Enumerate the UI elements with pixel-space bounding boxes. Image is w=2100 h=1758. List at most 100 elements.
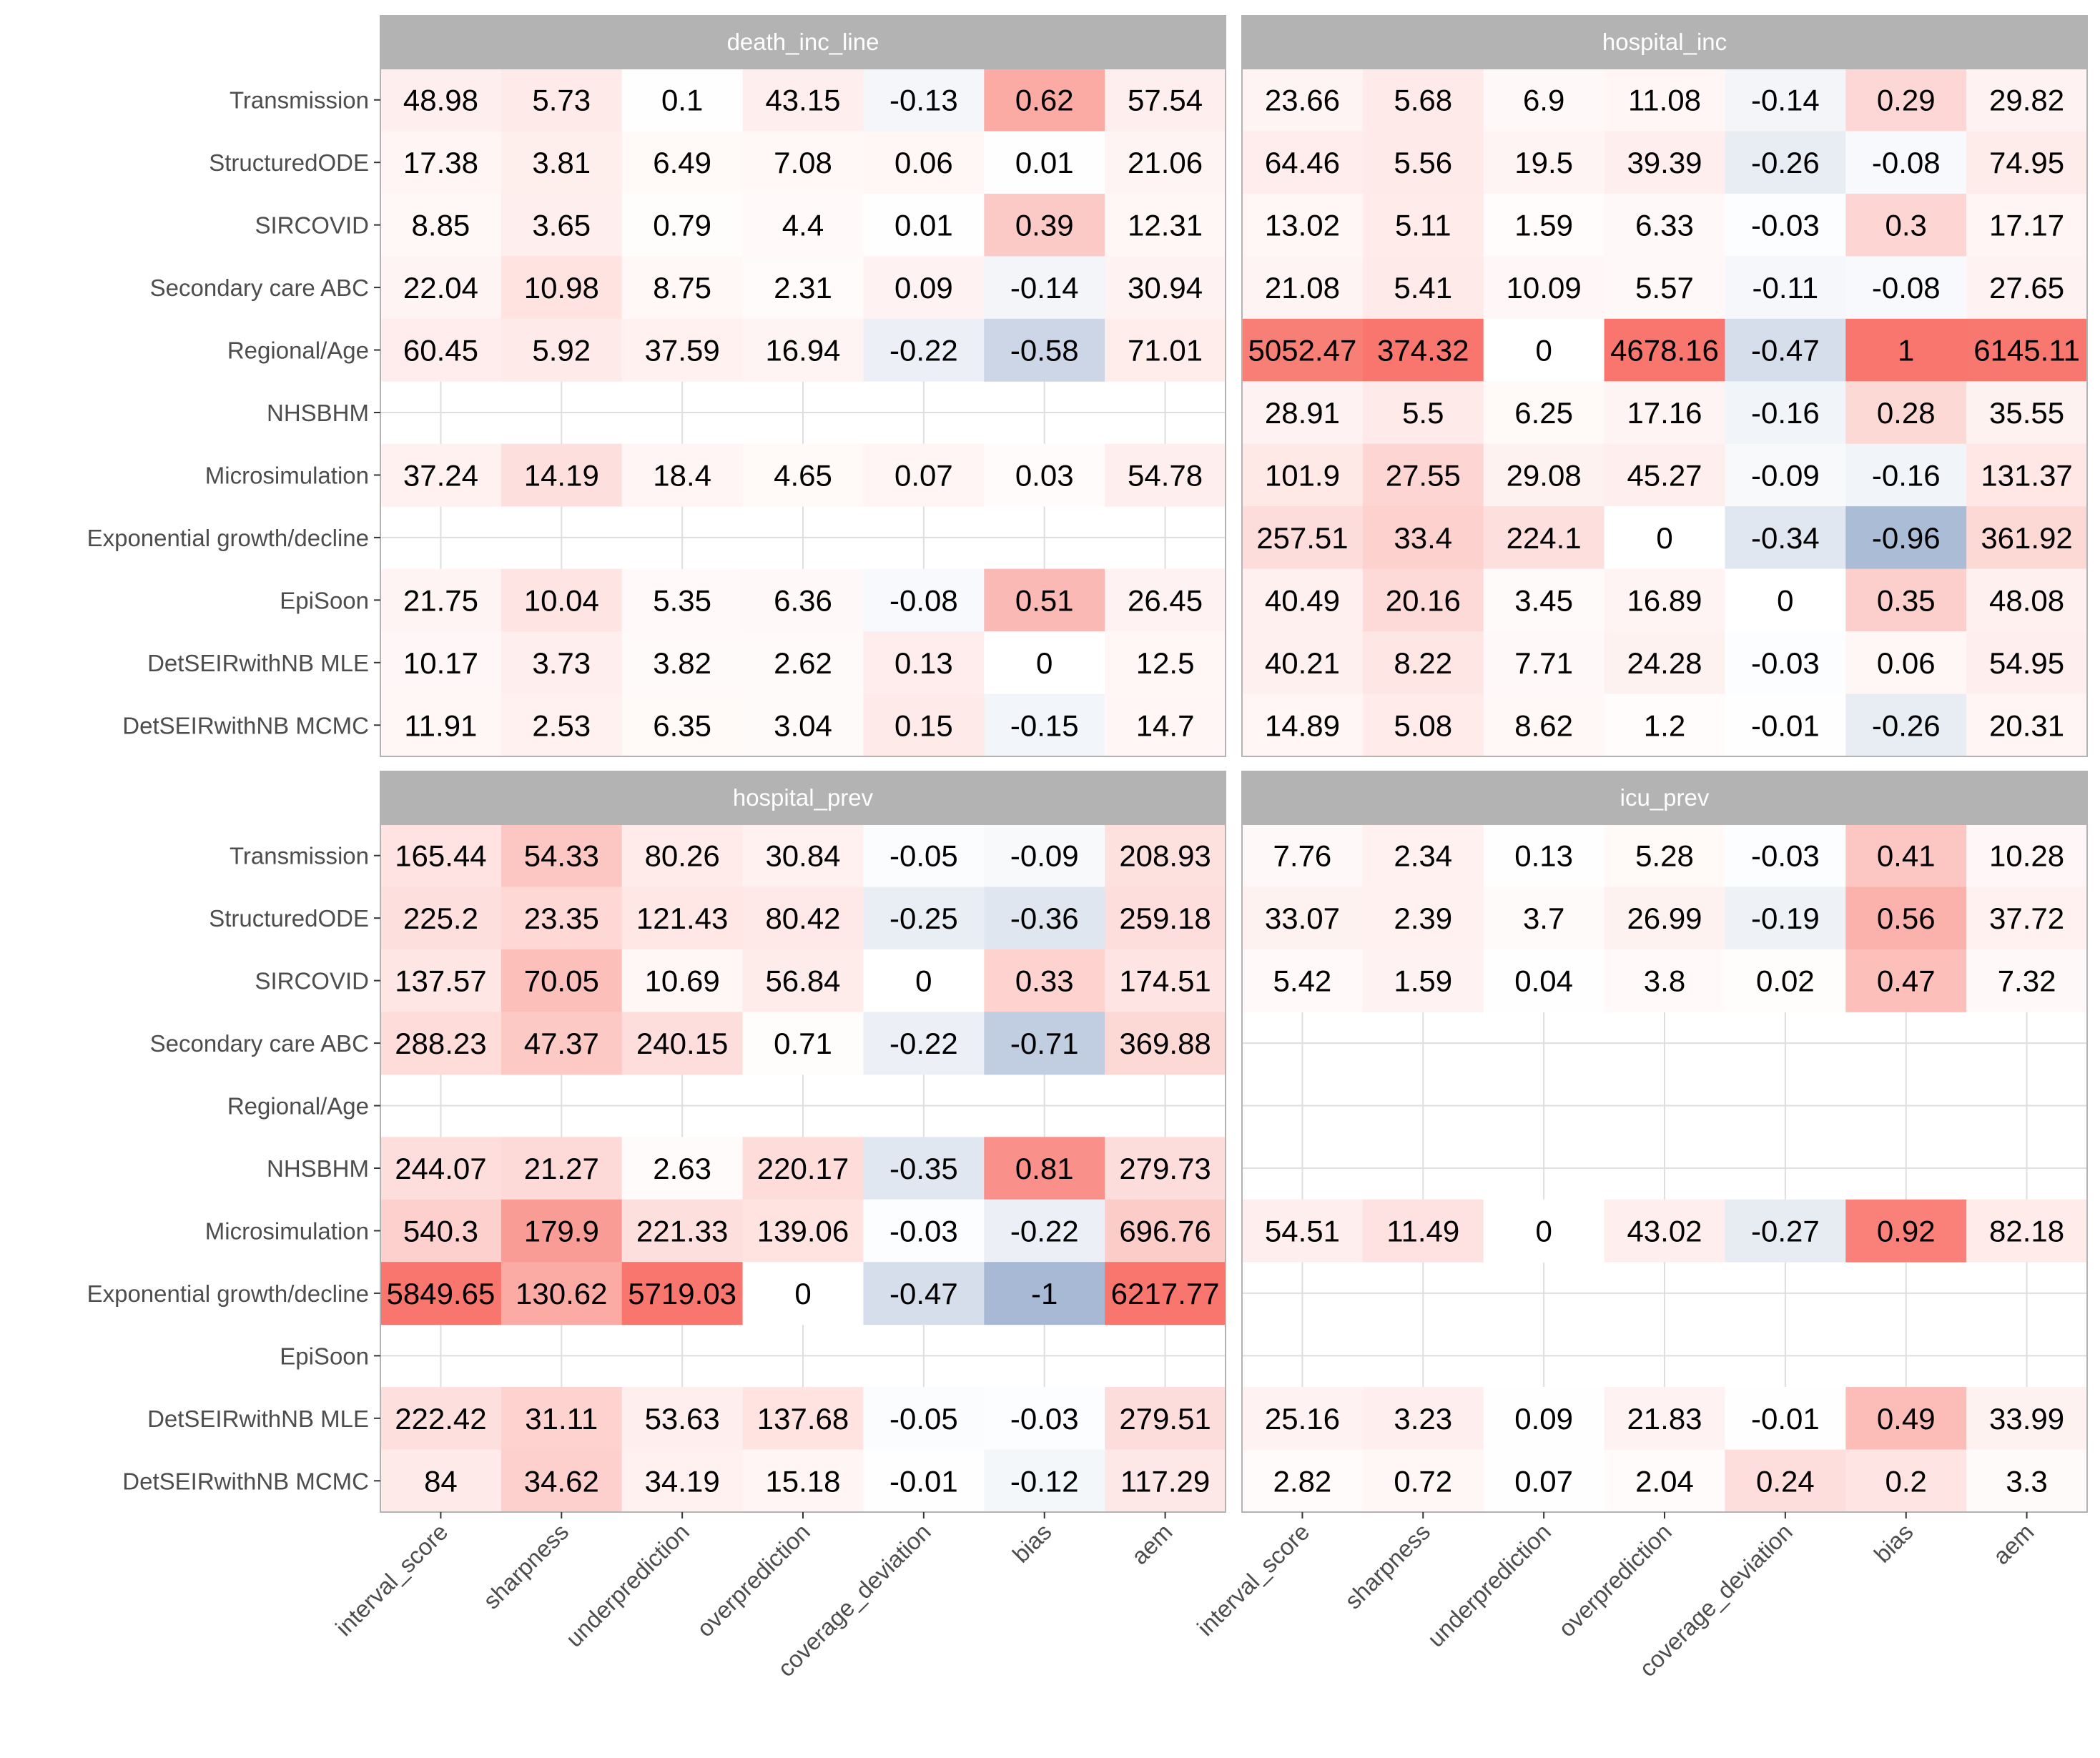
cell-value: 0.09 (1514, 1402, 1573, 1436)
heatmap-cell (501, 193, 623, 257)
heatmap-cell (1966, 887, 2088, 950)
cell-value: 29.82 (1989, 84, 2064, 117)
x-tick-label: aem (1988, 1519, 2039, 1570)
heatmap-cell (1604, 256, 1725, 320)
cell-value: 21.83 (1627, 1402, 1702, 1436)
heatmap-cell (1845, 1199, 1967, 1263)
y-tick-label: EpiSoon (280, 1343, 369, 1369)
cell-value: 10.17 (403, 646, 478, 680)
heatmap-cell (1483, 1449, 1605, 1513)
cell-value: 0.41 (1877, 839, 1936, 873)
heatmap-cell (621, 1012, 744, 1075)
cell-value: 5849.65 (387, 1277, 496, 1310)
cell-value: -0.03 (889, 1214, 958, 1248)
heatmap-cell (1604, 318, 1725, 382)
heatmap-cell (742, 1199, 864, 1263)
cell-value: 20.31 (1989, 708, 2064, 742)
cell-value: 12.5 (1136, 646, 1195, 680)
cell-value: 10.69 (645, 964, 720, 998)
heatmap-cell (984, 824, 1105, 887)
cell-value: 17.38 (403, 146, 478, 179)
heatmap-cell (1604, 1449, 1725, 1513)
heatmap-cell (984, 887, 1105, 950)
heatmap-cell (380, 256, 502, 320)
cell-value: 369.88 (1119, 1027, 1211, 1060)
cell-value: 224.1 (1507, 521, 1582, 555)
cell-value: -0.96 (1872, 521, 1941, 555)
heatmap-cell (380, 693, 502, 757)
heatmap-cell (501, 887, 623, 950)
y-tick-label: Exponential growth/decline (87, 525, 369, 551)
cell-value: 5.41 (1394, 271, 1452, 305)
heatmap-cell (1725, 1199, 1846, 1263)
cell-value: 5.57 (1635, 271, 1694, 305)
heatmap-cell (1362, 693, 1484, 757)
cell-value: 26.45 (1128, 583, 1203, 617)
cell-value: -0.05 (889, 839, 958, 873)
cell-value: 27.65 (1989, 271, 2064, 305)
heatmap-cell (621, 193, 744, 257)
cell-value: 0.71 (774, 1027, 832, 1060)
cell-value: 14.7 (1136, 708, 1195, 742)
heatmap-cell (1725, 568, 1846, 632)
cell-value: -0.01 (889, 1464, 958, 1498)
heatmap-cell (1604, 949, 1725, 1012)
heatmap-cell (742, 1262, 864, 1325)
heatmap-cell (1105, 1137, 1226, 1200)
heatmap-cell (1483, 1387, 1605, 1451)
cell-value: 0.79 (653, 209, 711, 242)
panel-hospital-prev: hospital_prev 165.44 54.33 80.26 30.84 -0.05 -… (87, 771, 1226, 1682)
heatmap-cell (863, 193, 985, 257)
heatmap-cell (984, 193, 1105, 257)
cell-value: 696.76 (1119, 1214, 1211, 1248)
heatmap-cell (984, 949, 1105, 1012)
heatmap-cell (501, 1199, 623, 1263)
cell-value: 54.33 (524, 839, 599, 873)
heatmap-cell (1105, 824, 1226, 887)
heatmap-cell (621, 318, 744, 382)
cell-value: 1.2 (1644, 708, 1685, 742)
cell-value: -0.22 (1010, 1214, 1079, 1248)
cell-value: -0.05 (889, 1402, 958, 1436)
cell-value: -0.03 (1010, 1402, 1079, 1436)
heatmap-cell (380, 568, 502, 632)
cell-value: 28.91 (1265, 396, 1340, 430)
heatmap-cell (863, 949, 985, 1012)
heatmap-cell (1845, 568, 1967, 632)
heatmap-cell (1845, 318, 1967, 382)
cell-value: 71.01 (1128, 334, 1203, 367)
cell-value: 0.01 (894, 209, 953, 242)
cell-value: 54.51 (1265, 1214, 1340, 1248)
cell-value: 0.1 (661, 84, 703, 117)
y-tick-label: Microsimulation (205, 462, 369, 488)
x-tick-label: sharpness (1339, 1519, 1435, 1614)
x-tick-label: overprediction (691, 1519, 815, 1642)
cell-value: 279.73 (1119, 1152, 1211, 1185)
cell-value: 80.26 (645, 839, 720, 873)
heatmap-cell (1966, 824, 2088, 887)
y-tick-label: Secondary care ABC (150, 275, 369, 301)
heatmap-cell (1483, 193, 1605, 257)
heatmap-cell (1105, 568, 1226, 632)
cell-value: 221.33 (636, 1214, 728, 1248)
facet-title: death_inc_line (727, 29, 879, 55)
heatmap-cell (1966, 443, 2088, 507)
heatmap-cell (863, 131, 985, 194)
cell-value: 2.82 (1273, 1464, 1332, 1498)
heatmap-cell (742, 1387, 864, 1451)
cell-value: 6.49 (653, 146, 711, 179)
heatmap-cell (1362, 443, 1484, 507)
heatmap-cell (742, 568, 864, 632)
heatmap-cell (863, 824, 985, 887)
heatmap-cell (1725, 69, 1846, 132)
cell-value: 3.45 (1514, 583, 1573, 617)
cell-value: 10.28 (1989, 839, 2064, 873)
heatmap-cell (1725, 443, 1846, 507)
heatmap-cell (1483, 318, 1605, 382)
cell-value: 244.07 (395, 1152, 486, 1185)
heatmap-cell (1362, 69, 1484, 132)
cell-value: 0.3 (1885, 209, 1927, 242)
heatmap-cell (1725, 1387, 1846, 1451)
cell-value: 23.66 (1265, 84, 1340, 117)
cell-value: 10.09 (1507, 271, 1582, 305)
